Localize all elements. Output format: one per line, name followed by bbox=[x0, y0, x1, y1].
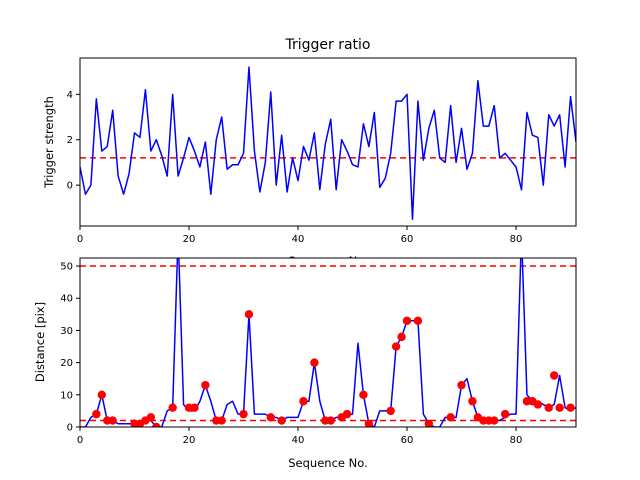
bottom-y-tick-label: 10 bbox=[60, 390, 73, 401]
top-y-tick-label: 0 bbox=[67, 181, 73, 192]
bottom-x-axis-label: Sequence No. bbox=[288, 456, 367, 470]
data-point bbox=[555, 403, 564, 412]
data-point bbox=[402, 316, 412, 325]
data-point bbox=[310, 358, 319, 367]
data-point bbox=[446, 413, 455, 422]
top-ticks: 0 20 40 60 80 0 2 4 bbox=[67, 90, 523, 245]
data-point bbox=[92, 409, 101, 419]
bottom-panel: 0 20 40 60 80 0 10 20 30 40 50 Sequence No. Distan… bbox=[33, 257, 577, 470]
bottom-y-tick-label: 50 bbox=[60, 262, 73, 273]
bottom-x-tick-label: 80 bbox=[510, 435, 523, 446]
data-point bbox=[152, 422, 161, 427]
data-point bbox=[190, 403, 199, 412]
data-point bbox=[97, 390, 107, 400]
bottom-x-tick-label: 20 bbox=[183, 435, 196, 446]
data-point bbox=[566, 403, 575, 412]
top-y-axis-label: Trigger strength bbox=[42, 96, 56, 189]
data-point bbox=[457, 380, 466, 390]
data-point bbox=[468, 397, 477, 406]
data-point bbox=[217, 416, 226, 425]
bottom-y-tick-label: 30 bbox=[60, 326, 73, 337]
top-x-tick-label: 20 bbox=[183, 234, 196, 245]
top-chart-title: Trigger ratio bbox=[284, 37, 370, 53]
bottom-y-axis-label: Distance [pix] bbox=[33, 302, 47, 382]
data-point bbox=[424, 419, 434, 427]
bottom-y-tick-label: 20 bbox=[60, 358, 73, 369]
data-point bbox=[326, 416, 335, 425]
data-point bbox=[201, 380, 210, 390]
bottom-marker-points bbox=[92, 310, 575, 427]
data-point bbox=[533, 400, 543, 409]
bottom-axes-background bbox=[80, 258, 576, 427]
top-axes-background bbox=[80, 58, 576, 226]
bottom-ticks: 0 20 40 60 80 0 10 20 30 40 50 bbox=[60, 262, 522, 446]
data-point bbox=[146, 413, 156, 422]
data-point bbox=[239, 409, 248, 419]
data-point bbox=[386, 406, 395, 416]
data-point bbox=[266, 413, 275, 422]
data-point bbox=[391, 342, 401, 351]
top-series-line bbox=[80, 66, 576, 220]
data-point bbox=[342, 409, 352, 419]
data-point bbox=[299, 397, 308, 406]
data-point bbox=[500, 409, 510, 419]
data-point bbox=[168, 403, 177, 412]
bottom-x-tick-label: 40 bbox=[292, 435, 305, 446]
data-point bbox=[364, 419, 374, 427]
top-x-tick-label: 0 bbox=[77, 234, 83, 245]
data-point bbox=[550, 371, 559, 380]
bottom-y-tick-label: 0 bbox=[67, 423, 73, 434]
data-point bbox=[490, 416, 499, 425]
top-x-tick-label: 40 bbox=[292, 234, 305, 245]
data-point bbox=[413, 316, 423, 325]
data-point bbox=[544, 403, 553, 412]
top-y-tick-label: 4 bbox=[67, 90, 73, 101]
bottom-axes-frame bbox=[79, 257, 577, 428]
top-x-tick-label: 60 bbox=[401, 234, 414, 245]
bottom-x-tick-label: 0 bbox=[77, 435, 83, 446]
data-point bbox=[108, 416, 117, 425]
data-point bbox=[244, 310, 254, 319]
top-axes-frame bbox=[79, 57, 577, 227]
top-y-tick-label: 2 bbox=[67, 135, 73, 146]
data-point bbox=[397, 332, 406, 342]
bottom-x-tick-label: 60 bbox=[401, 435, 414, 446]
data-point bbox=[359, 390, 368, 400]
bottom-y-tick-label: 40 bbox=[60, 294, 73, 305]
top-x-tick-label: 80 bbox=[510, 234, 523, 245]
data-point bbox=[277, 416, 286, 425]
